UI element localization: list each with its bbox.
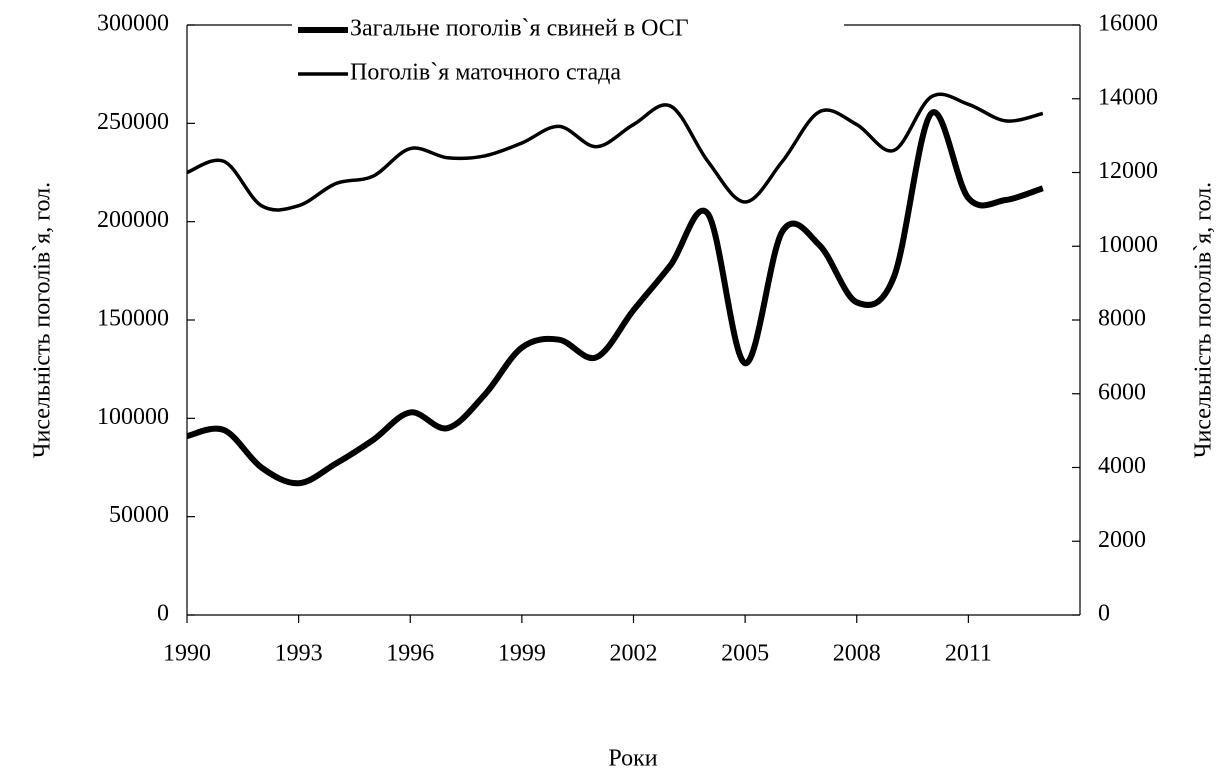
y2-tick-label: 12000 bbox=[1098, 158, 1158, 184]
y2-tick-label: 14000 bbox=[1098, 84, 1158, 110]
x-tick-label: 1999 bbox=[498, 641, 546, 667]
series-line bbox=[186, 109, 1044, 487]
legend-label: Поголів`я маточного стада bbox=[350, 60, 621, 86]
x-tick-label: 2002 bbox=[610, 641, 658, 667]
x-tick-label: 2011 bbox=[945, 641, 992, 667]
y2-axis-label: Чисельність поголів`я, гол. bbox=[1191, 182, 1217, 458]
legend-box bbox=[292, 10, 844, 100]
y-tick-label: 250000 bbox=[97, 109, 169, 135]
legend-label: Загальне поголів`я свиней в ОСГ bbox=[350, 16, 689, 42]
y2-tick-label: 8000 bbox=[1098, 306, 1146, 332]
y2-tick-label: 0 bbox=[1098, 601, 1110, 627]
x-tick-label: 1990 bbox=[163, 641, 211, 667]
y2-tick-label: 10000 bbox=[1098, 232, 1158, 258]
y-tick-label: 200000 bbox=[97, 207, 169, 233]
y2-tick-label: 16000 bbox=[1098, 11, 1158, 37]
y-tick-label: 300000 bbox=[97, 11, 169, 37]
y-tick-label: 0 bbox=[157, 601, 169, 627]
x-tick-label: 1993 bbox=[275, 641, 323, 667]
x-axis-label: Роки bbox=[608, 746, 657, 772]
x-tick-label: 1996 bbox=[386, 641, 434, 667]
x-tick-label: 2008 bbox=[833, 641, 881, 667]
y2-tick-label: 4000 bbox=[1098, 453, 1146, 479]
y-tick-label: 100000 bbox=[97, 404, 169, 430]
y-tick-label: 150000 bbox=[97, 306, 169, 332]
y-axis-label: Чисельність поголів`я, гол. bbox=[30, 182, 56, 458]
y-tick-label: 50000 bbox=[109, 502, 169, 528]
series-line bbox=[186, 92, 1044, 212]
x-tick-label: 2005 bbox=[721, 641, 769, 667]
y2-tick-label: 2000 bbox=[1098, 527, 1146, 553]
y2-tick-label: 6000 bbox=[1098, 379, 1146, 405]
